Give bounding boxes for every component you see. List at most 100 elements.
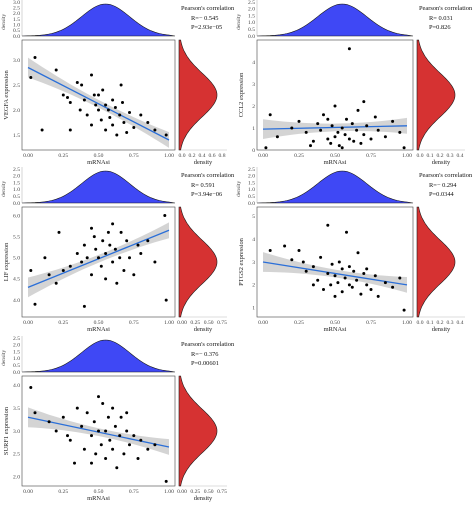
data-point (115, 281, 119, 285)
data-point (54, 281, 58, 285)
correlation-p-value: P=0.826 (429, 24, 451, 31)
data-point (104, 103, 108, 107)
right-density-axis-label: density (194, 326, 213, 333)
data-point (290, 258, 294, 262)
data-point (146, 121, 150, 124)
right-density-tick-label: 0.3 (447, 320, 454, 326)
data-point (82, 243, 86, 247)
data-point (350, 122, 354, 126)
data-point (347, 47, 351, 51)
data-point (111, 123, 115, 127)
data-point (283, 244, 287, 248)
data-point (125, 429, 129, 433)
data-point (125, 131, 129, 134)
data-point (119, 83, 123, 87)
data-point (118, 434, 122, 438)
y-tick-label: 5 (252, 214, 255, 220)
right-density-curve (178, 375, 218, 487)
data-point (336, 281, 340, 285)
y-tick-label: 2.0 (13, 475, 20, 481)
data-point (146, 447, 150, 451)
y-tick-label: 2.5 (13, 452, 20, 458)
right-density-tick-label: 0.75 (217, 320, 227, 326)
data-point (80, 424, 84, 428)
data-point (355, 278, 359, 282)
data-point (362, 100, 366, 104)
data-point (391, 285, 395, 289)
correlation-r-value: R= 0.591 (191, 182, 215, 189)
right-density-tick-label: 0.4 (457, 153, 464, 159)
data-point (365, 283, 369, 287)
x-tick-label: 0.00 (23, 320, 33, 326)
data-point (347, 283, 351, 287)
data-point (304, 130, 308, 134)
data-point (66, 434, 69, 438)
data-point (78, 108, 82, 112)
confidence-band (28, 57, 169, 148)
data-point (345, 230, 348, 234)
y-axis-label: VEGFA expression (3, 69, 10, 119)
data-point (47, 273, 51, 277)
data-point (329, 141, 333, 145)
data-point (136, 457, 140, 460)
y-tick-label: 0 (252, 148, 255, 154)
data-point (104, 429, 108, 433)
data-point (75, 81, 79, 84)
x-tick-label: 0.75 (129, 320, 139, 326)
data-point (146, 239, 150, 243)
data-point (153, 260, 157, 264)
right-density-axis-label: density (194, 159, 213, 166)
x-axis-label: mRNAsi (324, 159, 347, 166)
data-point (104, 277, 108, 281)
data-point (61, 415, 65, 419)
top-density-tick-label: 0.5 (248, 194, 255, 200)
data-point (90, 226, 93, 230)
data-point (337, 144, 341, 148)
data-point (33, 56, 37, 59)
data-point (330, 124, 334, 128)
top-density-curve (21, 339, 176, 373)
y-tick-label: 3 (252, 260, 255, 266)
data-point (352, 269, 356, 273)
y-tick-label: 1 (252, 306, 255, 312)
y-tick-label: 3.0 (13, 58, 20, 64)
y-tick-label: 4.0 (13, 383, 20, 389)
data-point (376, 294, 380, 298)
y-tick-label: 2.5 (13, 83, 20, 89)
data-point (164, 479, 168, 483)
x-tick-label: 1.00 (164, 153, 174, 159)
correlation-title: Pearson's correlation (181, 5, 235, 12)
data-point (369, 288, 373, 291)
top-density-tick-label: 0.5 (13, 363, 20, 369)
y-tick-label: 2 (252, 283, 255, 289)
data-point (111, 222, 115, 226)
x-tick-label: 0.25 (58, 153, 68, 159)
data-point (297, 249, 301, 252)
right-density-tick-label: 0.1 (427, 320, 434, 326)
right-density-curve (178, 39, 218, 151)
top-density-tick-label: 0.0 (13, 201, 20, 207)
right-density-tick-label: 0.75 (217, 489, 227, 495)
x-tick-label: 0.25 (58, 320, 68, 326)
y-tick-label: 5.0 (13, 256, 20, 262)
data-point (68, 438, 72, 442)
x-tick-label: 0.50 (94, 153, 104, 159)
data-point (268, 249, 272, 252)
data-point (340, 146, 344, 150)
data-point (163, 214, 167, 217)
data-point (113, 247, 117, 251)
y-tick-label: 3.5 (13, 406, 20, 412)
data-point (90, 273, 93, 277)
data-point (297, 119, 301, 123)
top-density-tick-label: 0.5 (248, 27, 255, 33)
x-tick-label: 0.75 (366, 153, 376, 159)
x-tick-label: 1.00 (402, 153, 412, 159)
data-point (92, 93, 96, 97)
data-point (61, 93, 65, 97)
data-point (402, 308, 406, 312)
top-density-tick-label: 3.0 (13, 0, 20, 6)
confidence-band (263, 252, 407, 293)
data-point (119, 230, 123, 234)
top-density-axis-label: density (1, 181, 7, 197)
data-point (347, 265, 351, 269)
